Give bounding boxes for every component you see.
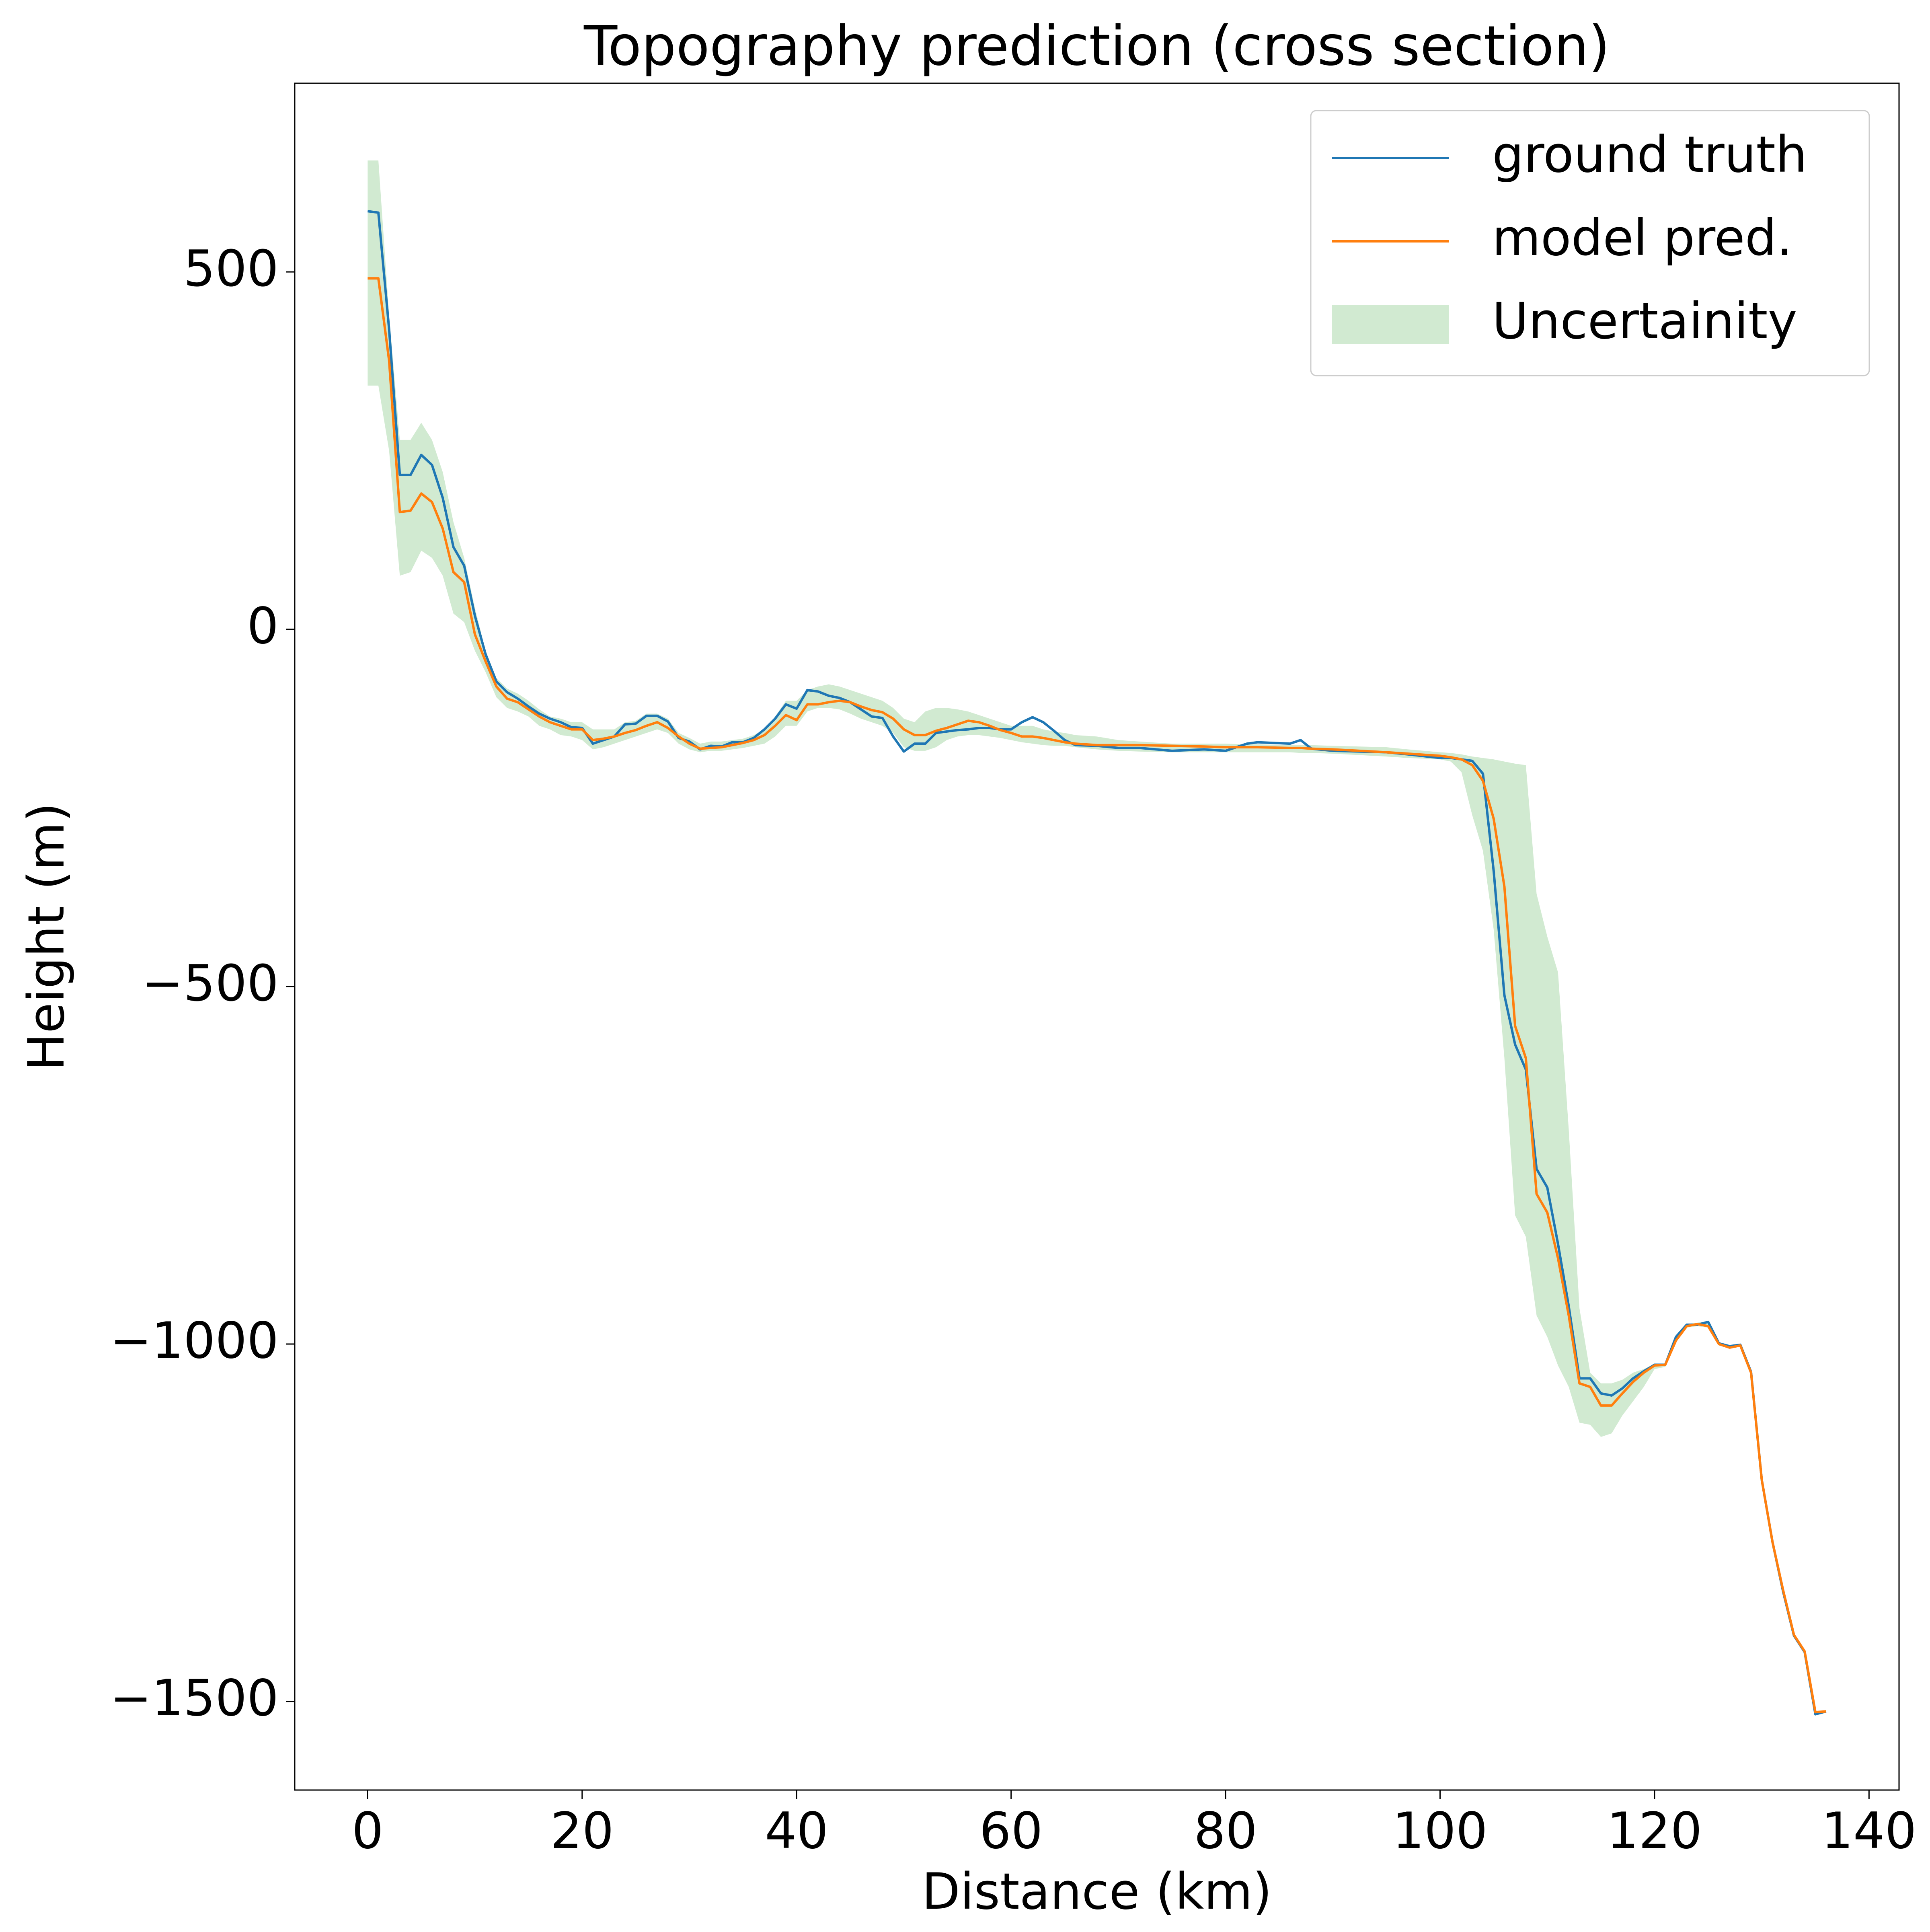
x-tick-label: 60 <box>979 1802 1043 1860</box>
x-tick-label: 140 <box>1821 1802 1917 1860</box>
legend-label: model pred. <box>1492 209 1792 267</box>
legend-label: ground truth <box>1492 126 1807 184</box>
x-tick-label: 20 <box>550 1802 614 1860</box>
plot-area <box>367 160 1827 1716</box>
axes-frame <box>294 82 1900 1791</box>
x-tick-label: 100 <box>1392 1802 1488 1860</box>
legend: ground truth model pred. Uncertainity <box>1310 110 1870 376</box>
series-line <box>367 210 1827 1716</box>
x-axis-label: Distance (km) <box>922 1863 1272 1921</box>
series-line <box>368 277 1826 1714</box>
y-axis-label: Height (m) <box>18 803 76 1071</box>
uncertainty-band <box>368 160 1826 1714</box>
y-tick-label: 0 <box>247 597 279 655</box>
x-tick-label: 40 <box>765 1802 828 1860</box>
x-tick-label: 80 <box>1194 1802 1257 1860</box>
y-tick-label: −1500 <box>110 1669 279 1727</box>
y-tick-label: −1000 <box>110 1312 279 1370</box>
legend-box <box>1310 110 1870 376</box>
chart-title: Topography prediction (cross section) <box>583 14 1610 78</box>
legend-swatch <box>1332 305 1449 344</box>
legend-label: Uncertainity <box>1492 292 1797 350</box>
y-tick-label: −500 <box>142 955 279 1013</box>
y-tick-label: 500 <box>183 240 279 298</box>
x-tick-label: 120 <box>1607 1802 1702 1860</box>
x-tick-label: 0 <box>352 1802 384 1860</box>
